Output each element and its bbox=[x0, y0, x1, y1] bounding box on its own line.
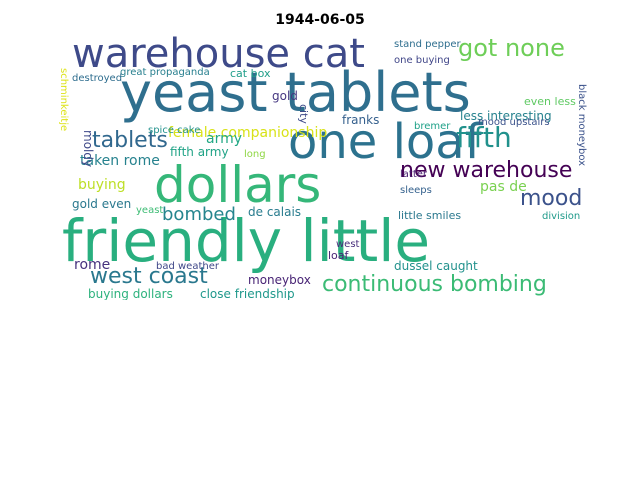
word-cloud-word: de calais bbox=[248, 205, 302, 219]
word-cloud-word: one loaf bbox=[288, 114, 482, 170]
word-cloud-word: tablets bbox=[92, 128, 168, 153]
word-cloud-word: west coast bbox=[90, 264, 208, 289]
word-cloud-word: mood upstairs bbox=[478, 117, 550, 128]
word-cloud-word: fifth bbox=[456, 121, 512, 154]
word-cloud-word: dollars bbox=[154, 156, 322, 214]
word-cloud-word: franks bbox=[342, 113, 380, 127]
word-cloud-word: one buying bbox=[394, 55, 450, 66]
word-cloud-word: neither destroyed bbox=[586, 106, 587, 195]
word-cloud-word: spice cake bbox=[148, 125, 201, 136]
word-cloud-word: loaf bbox=[328, 249, 349, 262]
word-cloud-word: bad weather bbox=[156, 261, 219, 272]
word-cloud-word: latter bbox=[400, 169, 428, 180]
word-cloud-word: cat box bbox=[230, 67, 271, 80]
word-cloud-word: pas de bbox=[480, 179, 527, 195]
word-cloud-word: fifth army bbox=[170, 145, 229, 159]
word-cloud-word: buying dollars bbox=[88, 287, 173, 300]
word-cloud-word: little smiles bbox=[398, 209, 462, 222]
word-cloud-word: female companionship bbox=[168, 125, 328, 141]
word-cloud-word: sleeps bbox=[400, 185, 432, 196]
word-cloud-word: army bbox=[206, 131, 243, 147]
word-cloud-word: long bbox=[244, 149, 266, 160]
word-cloud-word: bombed bbox=[162, 204, 236, 225]
word-cloud-word: friendly little bbox=[62, 207, 431, 275]
word-cloud-word: rome bbox=[74, 257, 111, 273]
word-cloud-word: yeast tablets bbox=[120, 61, 471, 124]
word-cloud-word: new warehouse bbox=[400, 158, 573, 183]
word-cloud-word: moneybox bbox=[248, 273, 311, 287]
word-cloud-word: city bbox=[297, 104, 310, 124]
word-cloud-word: mood bbox=[520, 186, 583, 211]
word-cloud-word: bremer bbox=[414, 121, 451, 132]
word-cloud-word: great propaganda bbox=[120, 67, 210, 78]
word-cloud-word: stand pepper bbox=[394, 39, 461, 50]
word-cloud-word: taken rome bbox=[80, 153, 160, 169]
word-cloud-word: black moneybox bbox=[576, 84, 587, 167]
word-cloud-word: moldy bbox=[81, 130, 95, 168]
word-cloud: yeast tablets friendly little one loaf doll… bbox=[54, 34, 587, 300]
figure-title: 1944-06-05 bbox=[275, 12, 365, 28]
word-cloud-word: even less bbox=[524, 95, 576, 108]
word-cloud-word: yeast bbox=[136, 205, 164, 216]
word-cloud-word: warehouse cat bbox=[72, 34, 365, 77]
word-cloud-word: division bbox=[542, 211, 581, 222]
word-cloud-word: gold even bbox=[72, 197, 132, 211]
word-cloud-word: west bbox=[336, 239, 360, 250]
word-cloud-word: close friendship bbox=[200, 287, 295, 300]
word-cloud-word: continuous bombing bbox=[322, 272, 547, 297]
word-cloud-word: less interesting bbox=[460, 109, 552, 123]
word-cloud-word: gold bbox=[272, 89, 298, 103]
word-cloud-word: schminkeitje bbox=[58, 68, 69, 132]
word-cloud-word: got none bbox=[458, 34, 565, 62]
word-cloud-word: destroyed bbox=[72, 73, 123, 84]
word-cloud-word: buying bbox=[78, 177, 126, 193]
word-cloud-word: dussel caught bbox=[394, 259, 478, 273]
